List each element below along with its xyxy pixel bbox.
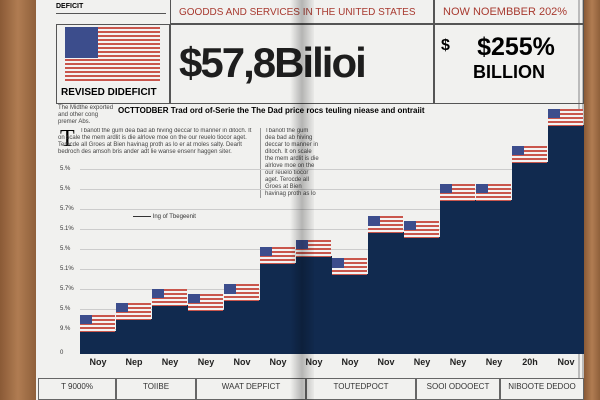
right-figure-unit: BILLION — [473, 62, 545, 82]
us-flag-icon — [296, 239, 331, 257]
us-flag-icon — [332, 258, 367, 276]
us-flag-icon — [116, 302, 151, 320]
bar — [404, 237, 440, 354]
bar — [476, 199, 512, 354]
bar — [152, 304, 188, 354]
bar — [440, 199, 476, 354]
right-figure-prefix: $ — [441, 37, 450, 54]
right-figure: $255% — [477, 33, 555, 61]
y-tick-label: 5.7% — [60, 206, 74, 212]
x-tick-label: Noy — [89, 357, 107, 367]
x-tick-label: Noy — [269, 357, 287, 367]
gridline — [80, 229, 584, 230]
legend-label: Ing of Tbegeenit — [152, 214, 196, 220]
us-flag-icon — [65, 27, 160, 83]
us-flag-icon — [224, 284, 259, 302]
bar — [548, 124, 584, 354]
bar — [224, 300, 260, 354]
bar — [368, 232, 404, 354]
drop-cap: T — [60, 126, 75, 152]
x-tick-label: Nov — [377, 357, 395, 367]
y-tick-label: 5.1% — [60, 266, 74, 272]
x-tick-label: Noy — [305, 357, 323, 367]
y-tick-label: 5.% — [60, 306, 71, 312]
footer-cell: WAAT DEPFICT — [196, 378, 306, 400]
y-tick-label: 0 — [60, 350, 64, 356]
y-tick-label: 9.% — [60, 326, 71, 332]
x-tick-label: Ney — [485, 357, 503, 367]
article-headline: OCTTODBER Trad ord of-Serie the The Dad … — [118, 106, 425, 115]
us-flag-icon — [440, 183, 475, 201]
bar — [116, 318, 152, 354]
x-tick-label: Ney — [449, 357, 467, 367]
x-tick-label: Nep — [125, 357, 143, 367]
flag-box: REVISED DIDEFICIT — [56, 24, 170, 104]
article-body: Tbanotl the gum dea bad ab hiving deccar… — [58, 128, 252, 155]
footer-cell: TOUTEDPOCT — [306, 378, 416, 400]
gridline — [80, 189, 584, 190]
us-flag-icon — [548, 108, 583, 126]
top-headline: GOODDS AND SERVICES IN THE UNITED STATES — [170, 0, 434, 24]
bar — [332, 274, 368, 354]
wood-table-right — [584, 0, 600, 400]
y-tick-label: 5.% — [60, 186, 71, 192]
us-flag-icon — [512, 146, 547, 164]
bar — [512, 162, 548, 354]
x-tick-label: Noy — [341, 357, 359, 367]
left-caption: REVISED DIDEFICIT — [61, 87, 157, 98]
us-flag-icon — [80, 314, 115, 332]
right-figure-box: $ $255% BILLION — [434, 24, 584, 104]
wood-table-left — [0, 0, 36, 400]
us-flag-icon — [404, 221, 439, 238]
bar — [80, 330, 116, 354]
bar — [260, 262, 296, 354]
big-figure: $57,8Bilioi — [170, 24, 434, 104]
y-tick-label: 5.7% — [60, 286, 74, 292]
article-body-col2: Tbanotl the gum dea bad ab hiving deccar… — [260, 128, 320, 198]
x-tick-label: 20h — [522, 357, 538, 367]
x-tick-label: Ney — [197, 357, 215, 367]
footer-cell: TOIIBE — [116, 378, 196, 400]
x-tick-label: Ney — [413, 357, 431, 367]
us-flag-icon — [188, 293, 223, 311]
us-flag-icon — [152, 288, 187, 306]
chart-legend: Ing of Tbegeenit — [133, 214, 196, 220]
footer-cell: T 9000% — [38, 378, 116, 400]
x-tick-label: Nov — [557, 357, 575, 367]
bar — [296, 255, 332, 354]
newspaper: DEFICIT GOODDS AND SERVICES IN THE UNITE… — [36, 0, 584, 400]
x-tick-label: Ney — [161, 357, 179, 367]
gridline — [80, 169, 584, 170]
gridline — [80, 249, 584, 250]
footer-cell: SOOI ODOOECT — [416, 378, 500, 400]
us-flag-icon — [260, 246, 295, 264]
date-line: NOW NOEMBBER 202% — [434, 0, 584, 24]
kicker: DEFICIT — [56, 0, 166, 14]
footer-cell: NIBOOTE DEDOO — [500, 378, 584, 400]
gridline — [80, 209, 584, 210]
y-tick-label: 5.% — [60, 166, 71, 172]
us-flag-icon — [476, 183, 511, 201]
y-tick-label: 5.% — [60, 246, 71, 252]
intro-text: The Midthe exported and other cong preme… — [58, 105, 114, 125]
bar — [188, 309, 224, 354]
x-tick-label: Nov — [233, 357, 251, 367]
us-flag-icon — [368, 216, 403, 234]
y-tick-label: 5.1% — [60, 226, 74, 232]
